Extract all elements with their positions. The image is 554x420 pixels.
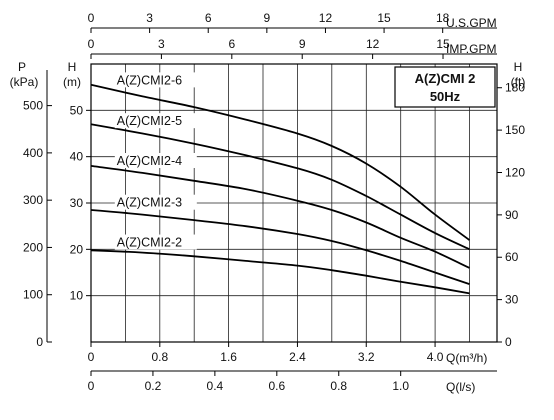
x-tick-label: 3.2 (358, 350, 375, 364)
us-gpm-axis-tick-label: 3 (146, 11, 153, 25)
x-axis-label: Q(m³/h) (446, 351, 487, 365)
x-tick-label: 0 (88, 350, 95, 364)
series-label-3: A(Z)CMI2-4 (117, 154, 182, 168)
series-label-bg (114, 234, 197, 250)
us-gpm-axis-label: U.S.GPM (446, 16, 497, 30)
imp-gpm-axis-tick-label: 0 (88, 37, 95, 51)
kpa-tick-label: 200 (23, 240, 43, 254)
ft-tick-label: 60 (505, 250, 519, 264)
series-label-4: A(Z)CMI2-3 (117, 196, 182, 210)
us-gpm-axis-tick-label: 15 (377, 11, 391, 25)
ft-tick-label: 30 (505, 293, 519, 307)
ls-tick-label: 1.0 (392, 379, 409, 393)
series-layer (90, 83, 471, 295)
y-m-tick-label: 30 (70, 196, 84, 210)
series-label-2: A(Z)CMI2-5 (117, 114, 182, 128)
ls-tick-label: 0.6 (268, 379, 285, 393)
kpa-tick-label: 400 (23, 146, 43, 160)
kpa-axis-unit: (kPa) (10, 75, 39, 89)
ls-tick-label: 0.8 (330, 379, 347, 393)
y-m-axis-label: H (68, 60, 77, 74)
series-label-bg (114, 153, 197, 169)
series-line-5 (90, 249, 470, 295)
kpa-tick-label: 100 (23, 288, 43, 302)
series-label-1: A(Z)CMI2-6 (117, 73, 182, 87)
us-gpm-axis-tick-label: 9 (263, 11, 270, 25)
series-label-5: A(Z)CMI2-2 (117, 236, 182, 250)
ft-axis-unit: (ft) (511, 75, 526, 89)
ft-tick-label: 150 (505, 123, 525, 137)
ls-tick-label: 0.4 (207, 379, 224, 393)
series-line-3 (90, 165, 470, 269)
series-label-bg (114, 194, 197, 210)
kpa-axis-label: P (18, 60, 26, 74)
labels-layer: A(Z)CMI2-6 A(Z)CMI2-5 A(Z)CMI2-4 A(Z)CMI2-3… (114, 72, 197, 250)
us-gpm-axis-tick-label: 6 (205, 11, 212, 25)
us-gpm-axis-tick-label: 0 (88, 11, 95, 25)
imp-gpm-axis-tick-label: 15 (436, 37, 450, 51)
x-tick-label: 4.0 (427, 350, 444, 364)
kpa-tick-label: 300 (23, 193, 43, 207)
series-line-2 (90, 123, 470, 251)
chart-title: A(Z)CMI 2 (415, 71, 476, 86)
series-label-bg (114, 72, 197, 88)
y-m-tick-label: 50 (70, 103, 84, 117)
ft-axis-label: H (514, 60, 523, 74)
x-tick-label: 2.4 (289, 350, 306, 364)
ls-tick-label: 0.2 (145, 379, 162, 393)
imp-gpm-axis-tick-label: 9 (299, 37, 306, 51)
us-gpm-axis-tick-label: 12 (319, 11, 333, 25)
chart-subtitle: 50Hz (430, 89, 461, 104)
y-m-axis-unit: (m) (63, 75, 81, 89)
kpa-tick-label: 0 (36, 335, 43, 349)
ft-tick-label: 90 (505, 208, 519, 222)
imp-gpm-axis-label: IMP.GPM (446, 42, 496, 56)
us-gpm-axis-tick-label: 18 (436, 11, 450, 25)
series-label-bg (114, 113, 197, 129)
imp-gpm-axis-tick-label: 3 (158, 37, 165, 51)
imp-gpm-axis-tick-label: 6 (228, 37, 235, 51)
ls-axis-label: Q(l/s) (446, 380, 475, 394)
series-line-4 (90, 209, 470, 285)
y-m-tick-label: 10 (70, 289, 84, 303)
ls-tick-label: 0 (88, 379, 95, 393)
x-tick-label: 1.6 (220, 350, 237, 364)
ft-tick-label: 120 (505, 165, 525, 179)
y-m-tick-label: 40 (70, 150, 84, 164)
y-m-tick-label: 20 (70, 242, 84, 256)
title-box (394, 66, 496, 108)
x-tick-label: 0.8 (151, 350, 168, 364)
ft-tick-label: 180 (505, 81, 525, 95)
kpa-tick-label: 500 (23, 99, 43, 113)
ft-tick-label: 0 (505, 335, 512, 349)
imp-gpm-axis-tick-label: 12 (366, 37, 380, 51)
series-line-1 (90, 83, 471, 241)
